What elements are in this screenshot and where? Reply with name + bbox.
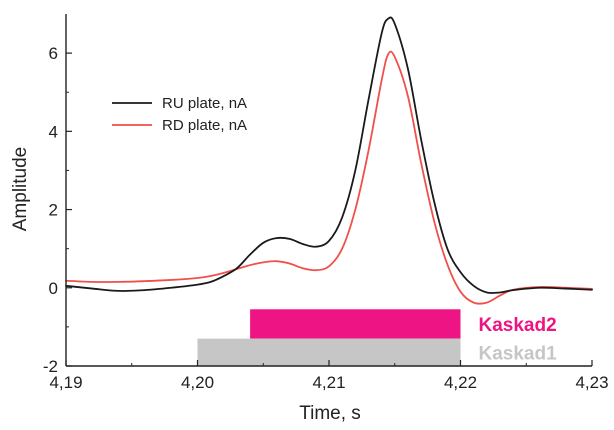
x-tick-label: 4,21 bbox=[312, 373, 345, 392]
y-axis-title: Amplitude bbox=[10, 147, 31, 232]
y-tick-label: 6 bbox=[49, 44, 58, 63]
x-tick-label: 4,20 bbox=[181, 373, 214, 392]
legend-label-1: RU plate, nA bbox=[162, 95, 247, 112]
bar-kaskad2 bbox=[250, 309, 461, 339]
x-tick-label: 4,22 bbox=[444, 373, 477, 392]
bar-label-kaskad2: Kaskad2 bbox=[479, 315, 557, 336]
bar-label-kaskad1: Kaskad1 bbox=[479, 343, 558, 364]
y-tick-label: 2 bbox=[49, 201, 58, 220]
y-tick-label: 0 bbox=[49, 279, 58, 298]
ticks-layer: 4,19 4,20 4,21 4,22 4,23 -2 0 2 4 6 bbox=[43, 44, 609, 392]
bars-layer bbox=[197, 309, 461, 366]
x-axis-title: Time, s bbox=[299, 403, 361, 424]
legend-label-2: RD plate, nA bbox=[162, 117, 247, 134]
y-tick-label: -2 bbox=[43, 357, 58, 376]
x-tick-label: 4,23 bbox=[575, 373, 608, 392]
legend: RU plate, nA RD plate, nA bbox=[112, 95, 247, 134]
y-tick-label: 4 bbox=[49, 122, 58, 141]
series-layer bbox=[65, 16, 593, 305]
series-line-2 bbox=[65, 50, 593, 305]
x-tick-label: 4,19 bbox=[49, 373, 82, 392]
series-line-1 bbox=[65, 16, 593, 294]
bar-labels-layer: Kaskad2 Kaskad1 bbox=[479, 315, 558, 364]
